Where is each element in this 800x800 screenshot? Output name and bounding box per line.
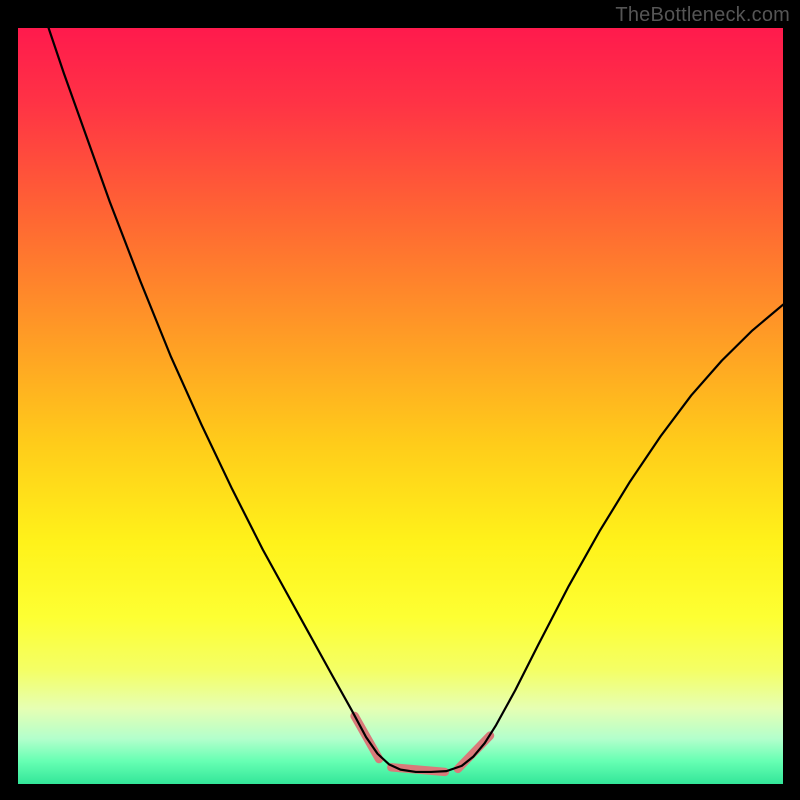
gradient-background	[18, 28, 783, 784]
plot-svg	[18, 28, 783, 784]
plot-area	[18, 28, 783, 784]
chart-frame: TheBottleneck.com	[0, 0, 800, 800]
watermark-text: TheBottleneck.com	[615, 4, 790, 27]
